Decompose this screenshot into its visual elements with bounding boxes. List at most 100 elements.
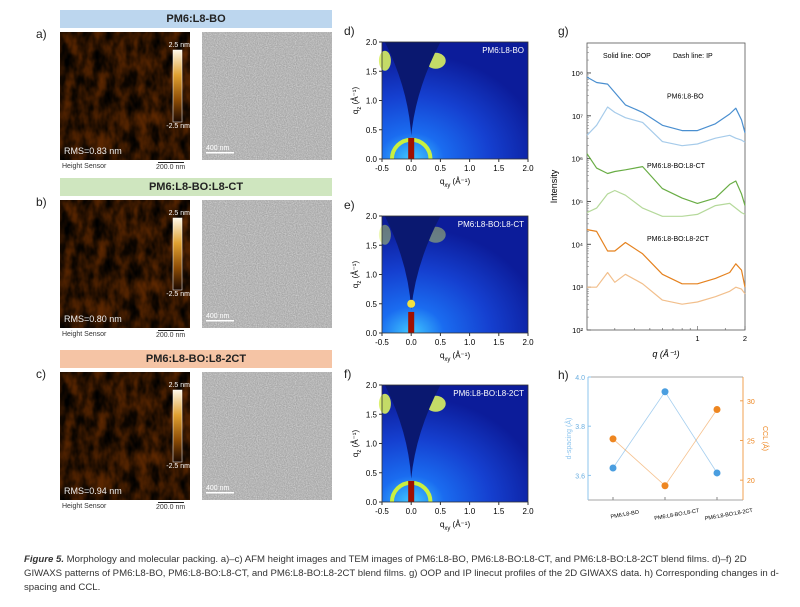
colorbar-max-label: 2.5 nm bbox=[168, 210, 190, 217]
x-tick-label: 2 bbox=[743, 334, 747, 343]
y-tick-label: 10³ bbox=[572, 283, 583, 292]
sample-label: PM6:L8-BO:L8-2CT bbox=[453, 389, 524, 398]
colorbar-min-label: -2.5 nm bbox=[166, 291, 190, 298]
y-tick-label: 1.5 bbox=[366, 241, 378, 250]
legend-solid-note: Solid line: OOP bbox=[603, 53, 651, 60]
specular-rod bbox=[408, 480, 415, 502]
right-axis-label: CCL (Å) bbox=[761, 426, 770, 451]
right-tick-label: 20 bbox=[747, 478, 755, 485]
panel-label: c) bbox=[36, 367, 46, 381]
x-tick-label: 0.5 bbox=[435, 338, 447, 347]
series-line-right bbox=[612, 409, 718, 487]
x-tick-label: 0.0 bbox=[406, 338, 418, 347]
x-tick-label: 1.5 bbox=[493, 507, 505, 516]
sample-banner: PM6:L8-BO bbox=[60, 10, 332, 28]
colorbar-min-label: -2.5 nm bbox=[166, 463, 190, 470]
panel-label: a) bbox=[36, 27, 47, 41]
y-tick-label: 10² bbox=[572, 326, 583, 335]
sample-label: PM6:L8-BO bbox=[482, 46, 524, 55]
data-point-left bbox=[661, 388, 669, 396]
legend-dash-note: Dash line: IP bbox=[673, 53, 713, 60]
x-tick-label: 2.0 bbox=[522, 507, 534, 516]
caption-lead: Figure 5. bbox=[24, 554, 64, 565]
left-tick-label: 3.6 bbox=[575, 473, 585, 480]
y-tick-label: 10⁶ bbox=[572, 155, 583, 164]
y-tick-label: 0.0 bbox=[366, 498, 378, 507]
tem-scale-label: 400 nm bbox=[206, 485, 230, 492]
missing-wedge bbox=[384, 385, 441, 479]
series-pm6-l8-bo-l8-2ct-ip bbox=[587, 271, 746, 305]
left-axis-label: d-spacing (Å) bbox=[564, 418, 573, 460]
afm-scale-bar bbox=[158, 330, 184, 331]
colorbar-min-label: -2.5 nm bbox=[166, 123, 190, 130]
y-tick-label: 10⁸ bbox=[571, 69, 583, 78]
x-tick-label: 1.0 bbox=[464, 164, 476, 173]
y-axis-label: Intensity bbox=[549, 169, 559, 203]
lamellar-spot bbox=[407, 299, 416, 308]
afm-scale-bar bbox=[158, 502, 184, 503]
y-tick-label: 0.5 bbox=[366, 300, 378, 309]
pi-pi-spot-left bbox=[378, 393, 391, 414]
panel-label-h: h) bbox=[558, 368, 569, 382]
pi-pi-spot-left bbox=[378, 50, 391, 71]
x-tick-label: -0.5 bbox=[375, 164, 389, 173]
series-pm6-l8-bo-l8-ct-ip bbox=[586, 189, 746, 217]
x-tick-label: 1.0 bbox=[464, 507, 476, 516]
y-axis-label: qz (Å⁻¹) bbox=[351, 430, 363, 458]
y-tick-label: 0.5 bbox=[366, 469, 378, 478]
tem-image bbox=[202, 372, 332, 500]
y-tick-label: 10⁴ bbox=[571, 240, 583, 249]
x-tick-label: 1 bbox=[695, 334, 699, 343]
dspacing-ccl-chart: 3.6 3.8 4.0 20 25 30 d-spacing (Å) CCL (Å) PM6:L… bbox=[564, 375, 770, 522]
plot-frame bbox=[586, 42, 746, 331]
y-tick-label: 2.0 bbox=[366, 381, 378, 390]
panel-label: b) bbox=[36, 195, 47, 209]
y-tick-label: 0.0 bbox=[366, 329, 378, 338]
y-axis-label: qz (Å⁻¹) bbox=[351, 87, 363, 115]
afm-scale-label: 200.0 nm bbox=[156, 332, 186, 339]
x-tick-label: 1.5 bbox=[493, 338, 505, 347]
afm-scale-label: 200.0 nm bbox=[156, 504, 186, 511]
y-tick-label: 1.5 bbox=[366, 67, 378, 76]
rms-label: RMS=0.94 nm bbox=[64, 486, 122, 496]
colorbar-max-label: 2.5 nm bbox=[168, 42, 190, 49]
x-tick-label: 0.5 bbox=[435, 164, 447, 173]
afm-scale-bar bbox=[158, 162, 184, 163]
x-tick-label: 1.0 bbox=[464, 338, 476, 347]
y-tick-label: 0.0 bbox=[366, 155, 378, 164]
sample-banner: PM6:L8-BO:L8-2CT bbox=[60, 350, 332, 368]
missing-wedge bbox=[384, 216, 441, 310]
panel-label: f) bbox=[344, 367, 352, 381]
category-label: PM6:L8-BO bbox=[610, 509, 640, 520]
x-axis-label: qxy (Å⁻¹) bbox=[440, 520, 471, 532]
colorbar-max-label: 2.5 nm bbox=[168, 382, 190, 389]
caption-text: Morphology and molecular packing. a)–c) … bbox=[24, 554, 779, 593]
missing-wedge bbox=[384, 42, 441, 136]
data-point-left bbox=[609, 464, 617, 472]
tem-scale-label: 400 nm bbox=[206, 145, 230, 152]
group-label: PM6:L8-BO:L8-CT bbox=[647, 163, 706, 170]
specular-rod bbox=[408, 311, 415, 333]
category-label: PM6:L8-BO:L8-2CT bbox=[704, 508, 754, 522]
afm-height-image bbox=[60, 32, 190, 160]
group-label: PM6:L8-BO:L8-2CT bbox=[647, 236, 710, 243]
data-point-right bbox=[661, 482, 669, 490]
rms-label: RMS=0.80 nm bbox=[64, 314, 122, 324]
panel-label-g: g) bbox=[558, 24, 569, 38]
series-pm6-l8-bo-oop bbox=[586, 76, 746, 133]
panel-label: e) bbox=[344, 198, 355, 212]
group-label: PM6:L8-BO bbox=[667, 94, 704, 101]
y-axis-label: qz (Å⁻¹) bbox=[351, 261, 363, 289]
data-point-left bbox=[713, 469, 721, 477]
giwaxs-pattern: PM6:L8-BO:L8-CT-0.5 0.0 0.5 1.0 1.5 2.00.00.5… bbox=[351, 212, 534, 363]
right-tick-label: 25 bbox=[747, 438, 755, 445]
x-axis-label: qxy (Å⁻¹) bbox=[440, 177, 471, 189]
y-tick-label: 1.0 bbox=[366, 271, 378, 280]
x-tick-label: 0.5 bbox=[435, 507, 447, 516]
afm-height-image bbox=[60, 372, 190, 500]
sample-label: PM6:L8-BO:L8-CT bbox=[458, 220, 524, 229]
y-tick-label: 1.0 bbox=[366, 97, 378, 106]
series-pm6-l8-bo-ip bbox=[586, 106, 746, 147]
x-tick-label: 0.0 bbox=[406, 507, 418, 516]
afm-scale-label: 200.0 nm bbox=[156, 164, 186, 171]
